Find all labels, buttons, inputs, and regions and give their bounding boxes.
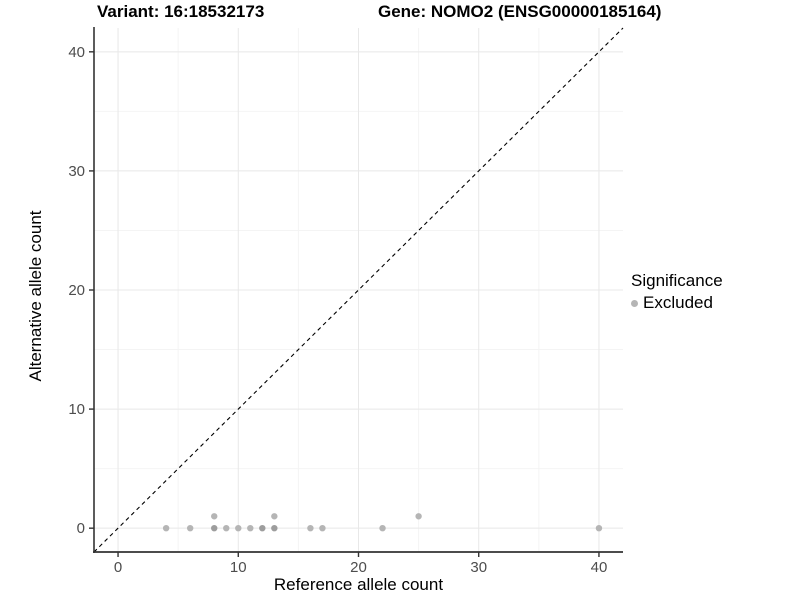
legend-key-dot-icon — [631, 299, 638, 307]
data-point — [415, 513, 422, 520]
legend-item-label: Excluded — [643, 293, 713, 312]
data-point — [223, 524, 230, 532]
data-point — [186, 524, 194, 532]
data-point — [211, 513, 218, 520]
data-point — [319, 524, 326, 532]
variant-title: Variant: 16:18532173 — [97, 2, 265, 21]
x-tick-label: 0 — [114, 559, 122, 576]
y-tick-label: 0 — [77, 520, 85, 537]
x-axis-title: Reference allele count — [273, 575, 444, 594]
y-axis-title: Alternative allele count — [26, 210, 45, 382]
x-tick-label: 10 — [230, 559, 247, 576]
x-tick-label: 30 — [470, 559, 487, 576]
data-point — [271, 524, 278, 532]
data-point — [307, 524, 314, 532]
data-point — [271, 513, 278, 520]
y-tick-label: 40 — [68, 44, 85, 61]
data-point — [595, 524, 603, 532]
legend-title: Significance — [631, 271, 723, 290]
gene-title: Gene: NOMO2 (ENSG00000185164) — [378, 2, 662, 21]
y-tick-label: 30 — [68, 163, 85, 180]
data-point — [379, 524, 386, 532]
legend: Significance Excluded — [631, 271, 723, 313]
x-tick-label: 40 — [591, 559, 608, 576]
data-point — [162, 524, 170, 532]
data-point — [211, 524, 218, 532]
data-point — [235, 524, 242, 532]
data-point — [247, 524, 254, 532]
x-tick-label: 20 — [350, 559, 367, 576]
data-point — [259, 524, 266, 532]
y-tick-label: 10 — [68, 401, 85, 418]
legend-item-excluded: Excluded — [631, 293, 723, 313]
y-tick-label: 20 — [68, 282, 85, 299]
